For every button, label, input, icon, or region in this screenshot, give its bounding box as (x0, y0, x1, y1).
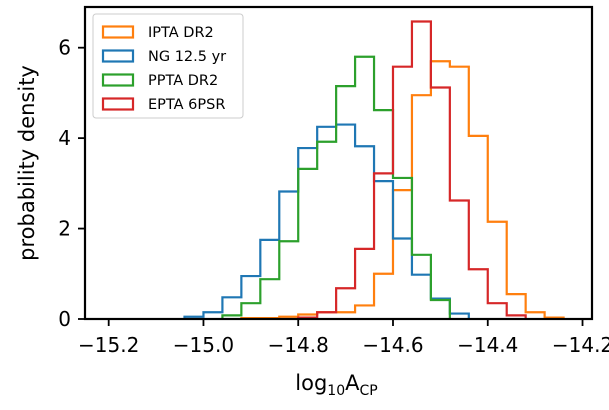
series-epta-6psr-histogram (297, 20, 527, 319)
y-tick-label: 0 (58, 307, 71, 331)
legend: IPTA DR2 NG 12.5 yr PPTA DR2 EPTA 6PSR (92, 13, 244, 119)
series-ipta-dr2-histogram (240, 60, 565, 320)
y-tick-label: 2 (58, 217, 71, 241)
x-tick-label: −15.2 (78, 333, 139, 357)
plot-frame (83, 5, 594, 321)
legend-swatch-epta-6psr (101, 97, 135, 111)
legend-label-ng-12-5-yr: NG 12.5 yr (148, 49, 226, 65)
series-ng-12-5-yr-histogram (183, 123, 470, 319)
y-axis-label: probability density (15, 65, 39, 261)
legend-label-epta-6psr: EPTA 6PSR (148, 97, 225, 113)
x-label-variable-subscript: CP (360, 383, 378, 399)
legend-label-ipta-dr2: IPTA DR2 (148, 25, 214, 41)
x-tick-label: −14.2 (552, 333, 609, 357)
series-ppta-dr2-histogram (221, 55, 451, 319)
x-tick-label: −14.8 (268, 333, 329, 357)
axis-ticks: −15.2 −15.0 −14.8 −14.6 −14.4 −14.2 0 2 4 6 (58, 36, 609, 357)
x-axis-label: log10ACP (295, 371, 377, 399)
legend-label-ppta-dr2: PPTA DR2 (148, 73, 218, 89)
x-tick-label: −14.4 (457, 333, 518, 357)
series-layer (183, 20, 565, 320)
legend-frame (92, 13, 244, 119)
y-tick-label: 6 (58, 36, 71, 60)
legend-swatch-ppta-dr2 (101, 73, 135, 87)
x-label-variable: A (345, 371, 360, 395)
legend-swatch-ipta-dr2 (101, 25, 135, 39)
y-tick-label: 4 (58, 126, 71, 150)
legend-swatch-ng-12-5-yr (101, 49, 135, 63)
x-label-base-subscript: 10 (327, 383, 345, 399)
x-tick-label: −15.0 (173, 333, 234, 357)
x-label-base: log (295, 371, 327, 395)
x-tick-label: −14.6 (362, 333, 423, 357)
